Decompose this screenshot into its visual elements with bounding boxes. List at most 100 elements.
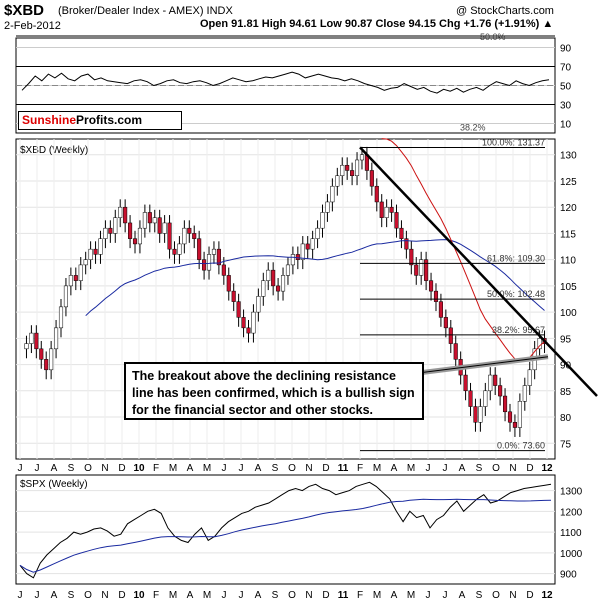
spx-x-tick-label: S: [68, 590, 75, 601]
candle-body: [409, 248, 414, 266]
candle-body: [226, 275, 231, 292]
candle-body: [359, 154, 365, 161]
spx-tick-label: 1100: [560, 528, 582, 539]
candle-body: [488, 374, 493, 392]
candle-body: [103, 227, 108, 239]
rsi-tick-label: 50: [560, 82, 572, 93]
spx-x-tick-label: J: [35, 590, 40, 601]
spx-x-tick-label: M: [407, 590, 415, 601]
candle-body: [285, 264, 291, 276]
x-tick-label: A: [51, 463, 58, 474]
x-tick-label: 11: [338, 463, 349, 474]
annotation-box: The breakout above the declining resista…: [124, 362, 424, 420]
spx-tick-label: 900: [560, 570, 577, 581]
candle-body: [310, 238, 315, 250]
candle-body: [493, 374, 498, 386]
x-tick-label: O: [84, 463, 92, 474]
candle-body: [463, 374, 468, 392]
spx-x-tick-label: A: [391, 590, 398, 601]
candle-body: [276, 285, 281, 292]
x-tick-label: S: [476, 463, 483, 474]
candle-body: [330, 185, 335, 203]
x-tick-label: O: [492, 463, 500, 474]
candle-body: [290, 254, 295, 266]
candle-body: [63, 285, 68, 308]
candle-body: [68, 275, 73, 287]
candle-body: [374, 185, 379, 203]
x-tick-label: A: [459, 463, 466, 474]
candle-body: [512, 422, 517, 428]
candle-body: [142, 212, 147, 229]
spx-x-tick-label: S: [476, 590, 483, 601]
candle-body: [473, 406, 478, 423]
candle-body: [172, 248, 177, 255]
candle-body: [399, 227, 404, 239]
rsi-tick-label: 90: [560, 44, 572, 55]
price-tick-label: 125: [560, 177, 577, 188]
candle-body: [443, 317, 448, 329]
candle-body: [128, 222, 133, 239]
candle-body: [83, 259, 88, 266]
price-tick-label: 95: [560, 334, 572, 345]
candle-body: [123, 206, 128, 224]
spx-panel-title: $SPX (Weekly): [20, 479, 88, 490]
candle-body: [315, 227, 320, 239]
x-tick-label: D: [526, 463, 533, 474]
candle-body: [157, 217, 162, 234]
candle-body: [507, 411, 513, 423]
candle-body: [202, 259, 207, 271]
x-tick-label: A: [187, 463, 194, 474]
candle-body: [295, 254, 300, 260]
candle-body: [216, 248, 221, 266]
candle-body: [300, 243, 305, 260]
x-tick-label: J: [222, 463, 227, 474]
candle-body: [108, 227, 113, 234]
x-tick-label: N: [509, 463, 516, 474]
candle-body: [192, 233, 197, 239]
candle-body: [527, 369, 532, 386]
candle-body: [498, 385, 503, 397]
price-tick-label: 100: [560, 308, 577, 319]
fib-label: 100.0%: 131.37: [482, 138, 545, 148]
candle-body: [182, 227, 187, 245]
price-tick-label: 120: [560, 203, 577, 214]
chart-date: 2-Feb-2012: [4, 20, 61, 32]
x-tick-label: J: [239, 463, 244, 474]
x-tick-label: J: [443, 463, 448, 474]
candle-body: [29, 332, 34, 344]
rsi-fib-label: 50.0%: [480, 32, 506, 42]
spx-x-tick-label: M: [169, 590, 177, 601]
candle-body: [211, 248, 217, 255]
candle-body: [429, 280, 434, 292]
x-tick-label: F: [153, 463, 159, 474]
spx-x-tick-label: J: [443, 590, 448, 601]
spx-x-tick-label: A: [459, 590, 466, 601]
spx-x-tick-label: O: [492, 590, 500, 601]
candle-body: [271, 269, 276, 287]
candle-body: [350, 170, 355, 176]
candle-body: [241, 317, 246, 329]
x-tick-label: N: [305, 463, 312, 474]
candle-body: [54, 327, 59, 350]
spx-x-tick-label: O: [288, 590, 296, 601]
candle-body: [537, 338, 542, 350]
x-tick-label: S: [68, 463, 75, 474]
price-tick-label: 85: [560, 387, 572, 398]
rsi-line: [21, 71, 550, 94]
candle-body: [167, 222, 172, 250]
candle-body: [177, 243, 182, 255]
candle-body: [325, 201, 330, 213]
candle-body: [419, 259, 424, 276]
candle-body: [379, 201, 384, 218]
candle-body: [448, 327, 453, 344]
candle-body: [39, 348, 44, 360]
x-tick-label: M: [203, 463, 211, 474]
candle-body: [433, 290, 439, 302]
x-tick-label: D: [322, 463, 329, 474]
candle-body: [73, 275, 78, 281]
spx-panel-frame: [15, 474, 556, 585]
x-tick-label: S: [272, 463, 279, 474]
candle-body: [340, 164, 345, 176]
candle-body: [98, 238, 103, 255]
